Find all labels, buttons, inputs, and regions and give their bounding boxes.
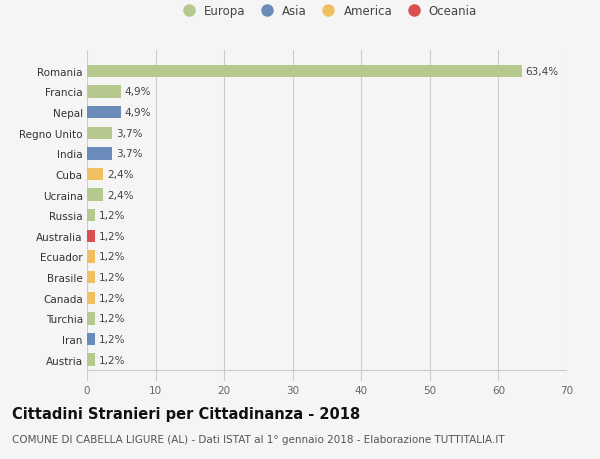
Bar bbox=[87, 148, 112, 160]
Text: 2,4%: 2,4% bbox=[107, 169, 133, 179]
Text: 1,2%: 1,2% bbox=[98, 355, 125, 365]
Text: 63,4%: 63,4% bbox=[525, 67, 558, 77]
Bar bbox=[87, 230, 95, 242]
Text: COMUNE DI CABELLA LIGURE (AL) - Dati ISTAT al 1° gennaio 2018 - Elaborazione TUT: COMUNE DI CABELLA LIGURE (AL) - Dati IST… bbox=[12, 434, 505, 444]
Bar bbox=[87, 127, 112, 140]
Text: 1,2%: 1,2% bbox=[98, 231, 125, 241]
Bar bbox=[87, 271, 95, 284]
Text: 1,2%: 1,2% bbox=[98, 313, 125, 324]
Bar bbox=[87, 292, 95, 304]
Text: 3,7%: 3,7% bbox=[116, 129, 142, 139]
Bar bbox=[87, 66, 522, 78]
Bar bbox=[87, 86, 121, 98]
Text: 1,2%: 1,2% bbox=[98, 273, 125, 282]
Bar bbox=[87, 251, 95, 263]
Text: 1,2%: 1,2% bbox=[98, 252, 125, 262]
Bar bbox=[87, 106, 121, 119]
Bar bbox=[87, 333, 95, 345]
Bar bbox=[87, 189, 103, 202]
Text: 4,9%: 4,9% bbox=[124, 87, 151, 97]
Text: Cittadini Stranieri per Cittadinanza - 2018: Cittadini Stranieri per Cittadinanza - 2… bbox=[12, 406, 360, 421]
Bar bbox=[87, 210, 95, 222]
Text: 1,2%: 1,2% bbox=[98, 293, 125, 303]
Bar bbox=[87, 168, 103, 181]
Text: 1,2%: 1,2% bbox=[98, 334, 125, 344]
Bar bbox=[87, 353, 95, 366]
Text: 3,7%: 3,7% bbox=[116, 149, 142, 159]
Text: 1,2%: 1,2% bbox=[98, 211, 125, 221]
Legend: Europa, Asia, America, Oceania: Europa, Asia, America, Oceania bbox=[177, 5, 477, 18]
Text: 2,4%: 2,4% bbox=[107, 190, 133, 200]
Text: 4,9%: 4,9% bbox=[124, 108, 151, 118]
Bar bbox=[87, 313, 95, 325]
